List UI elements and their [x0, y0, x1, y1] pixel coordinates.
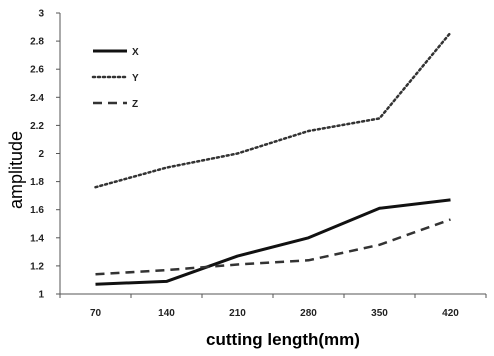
- x-tick-label: 210: [229, 308, 246, 319]
- y-axis-label: amplitude: [6, 131, 26, 209]
- legend-label-x: X: [132, 47, 139, 58]
- y-tick-label: 1.8: [30, 177, 44, 188]
- y-tick-label: 2.2: [30, 121, 44, 132]
- y-tick-label: 1.6: [30, 205, 44, 216]
- legend: X Y Z: [91, 47, 139, 110]
- x-axis-label: cutting length(mm): [206, 330, 360, 349]
- x-tick-label: 350: [371, 308, 388, 319]
- y-tick-label: 2: [38, 149, 44, 160]
- y-tick-label: 2.8: [30, 37, 44, 48]
- x-tick-label: 140: [158, 308, 175, 319]
- y-tick-label: 1: [38, 290, 44, 301]
- y-tick-label: 1.2: [30, 261, 44, 272]
- legend-label-z: Z: [132, 99, 138, 110]
- y-tick-label: 1.4: [30, 233, 44, 244]
- x-axis-ticks: 70 140 210 280 350 420: [90, 308, 459, 319]
- series-line-y: [94, 31, 452, 189]
- series-line-x: [95, 198, 451, 286]
- x-tick-label: 280: [300, 308, 317, 319]
- y-axis-ticks: 1 1.2 1.4 1.6 1.8 2 2.2 2.4 2.6 2.8 3: [30, 9, 44, 301]
- y-tick-label: 2.6: [30, 65, 44, 76]
- y-tick-label: 3: [38, 9, 44, 20]
- legend-label-y: Y: [132, 73, 139, 84]
- x-tick-label: 420: [442, 308, 459, 319]
- x-tick-label: 70: [90, 308, 102, 319]
- y-tick-label: 2.4: [30, 93, 44, 104]
